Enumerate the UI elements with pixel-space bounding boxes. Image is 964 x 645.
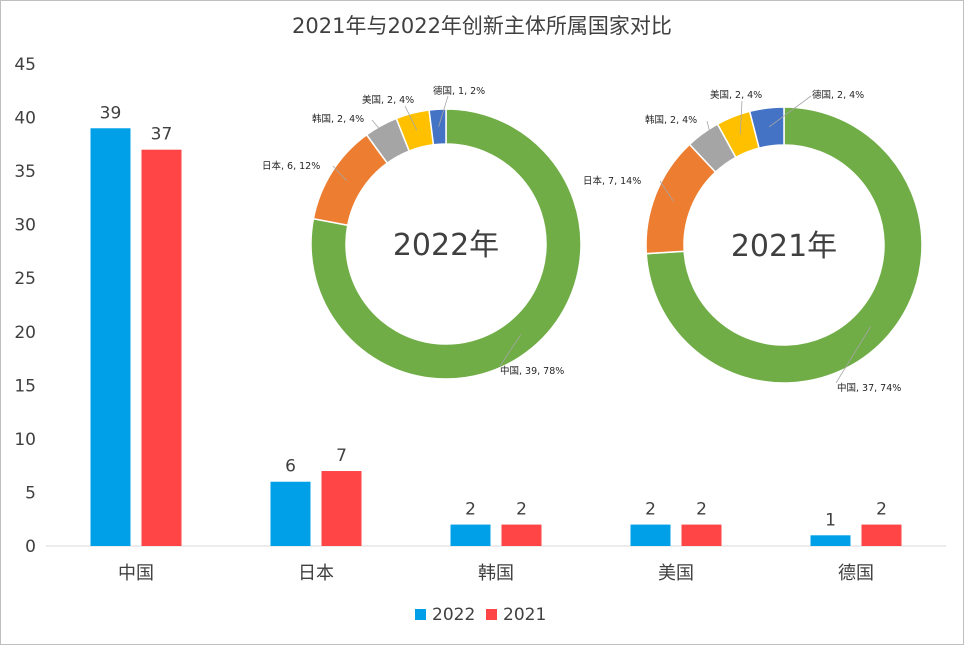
donut-2021-slice-label: 中国, 37, 74% [837, 382, 901, 394]
x-category-label: 美国 [658, 563, 694, 584]
data-label-2021: 37 [151, 125, 173, 145]
data-label-2022: 2 [645, 500, 656, 520]
data-label-2022: 39 [100, 103, 122, 123]
donut-2022-leader-line [499, 334, 522, 367]
x-category-label: 德国 [838, 563, 874, 584]
donut-2021-slice-label: 韩国, 2, 4% [645, 114, 697, 126]
donut-2021-slice-label: 美国, 2, 4% [710, 89, 762, 101]
legend-swatch-2022 [415, 609, 426, 620]
y-tick-label: 30 [14, 216, 36, 236]
donut-2021-leader-line [835, 326, 872, 384]
bar-2021 [681, 524, 722, 546]
data-label-2022: 1 [825, 510, 836, 530]
y-tick-label: 35 [14, 162, 36, 182]
bar-2021 [501, 524, 542, 546]
donut-2022-leader-line [371, 119, 390, 142]
data-label-2021: 2 [696, 500, 707, 520]
bar-2022 [270, 481, 311, 546]
donut-2021-slice-label: 日本, 7, 14% [583, 175, 641, 187]
y-tick-label: 0 [25, 537, 36, 557]
y-tick-label: 10 [14, 430, 36, 450]
y-tick-label: 40 [14, 109, 36, 129]
bar-2022 [90, 128, 131, 546]
donut-2022-slice-中国 [310, 108, 582, 380]
donut-2021-slice-中国 [645, 106, 923, 384]
x-category-label: 日本 [298, 563, 334, 584]
donut-2021-leader-line [706, 120, 715, 149]
donut-2022-slice-label: 美国, 2, 4% [362, 94, 414, 106]
donut-2021-leader-line [659, 180, 674, 202]
legend-label-2021: 2021 [503, 605, 546, 625]
legend-swatch-2021 [486, 609, 497, 620]
y-tick-label: 25 [14, 269, 36, 289]
donut-2021-center-label: 2021年 [731, 229, 837, 264]
legend-label-2022: 2022 [432, 605, 475, 625]
data-label-2021: 2 [876, 500, 887, 520]
bar-2022 [450, 524, 491, 546]
y-tick-label: 20 [14, 323, 36, 343]
donut-2021-slice-德国 [748, 106, 785, 150]
donut-2022-slice-label: 日本, 6, 12% [262, 160, 320, 172]
data-label-2021: 7 [336, 446, 347, 466]
y-tick-label: 5 [25, 483, 36, 503]
donut-2022-leader-line [438, 95, 449, 127]
chart-title: 2021年与2022年创新主体所属国家对比 [292, 14, 672, 38]
bar-2022 [810, 535, 851, 546]
data-label-2021: 2 [516, 500, 527, 520]
donut-2022-leader-line [404, 105, 418, 131]
bar-2022 [630, 524, 671, 546]
y-tick-label: 15 [14, 376, 36, 396]
y-tick-label: 45 [14, 55, 36, 75]
donut-2021-leader-line [739, 100, 743, 135]
bar-2021 [141, 149, 182, 546]
donut-2022-slice-label: 德国, 1, 2% [433, 85, 485, 97]
x-category-label: 中国 [118, 563, 154, 584]
donut-2022-slice-label: 韩国, 2, 4% [312, 113, 364, 125]
donut-2022-center-label: 2022年 [393, 228, 499, 263]
x-category-label: 韩国 [478, 563, 514, 584]
donut-2022-slice-德国 [428, 108, 447, 146]
donut-2022-leader-line [332, 165, 348, 182]
donut-2021-leader-line [768, 95, 812, 128]
data-label-2022: 2 [465, 500, 476, 520]
bar-2021 [321, 471, 362, 546]
data-label-2022: 6 [285, 457, 296, 477]
donut-2021-slice-label: 德国, 2, 4% [812, 89, 864, 101]
bar-2021 [861, 524, 902, 546]
donut-2022-slice-label: 中国, 39, 78% [500, 365, 564, 377]
